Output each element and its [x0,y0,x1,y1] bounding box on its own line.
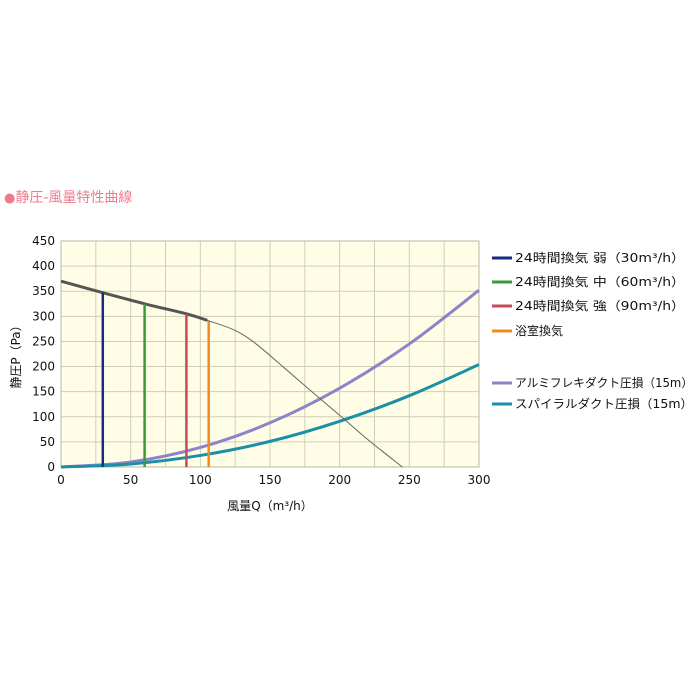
x-tick-label: 250 [398,473,421,487]
curves [60,279,480,469]
y-tick-label: 150 [32,385,55,399]
chart-title: 静圧-風量特性曲線 [15,190,133,206]
legend-label-bath: 浴室換気 [515,323,563,338]
chart-heading: ●静圧-風量特性曲線 [4,187,132,207]
y-tick-label: 350 [32,284,55,298]
y-tick-label: 50 [40,435,55,449]
x-tick-label: 0 [57,473,65,487]
legend-label-spiral-duct: スパイラルダクト圧損（15m） [515,396,693,411]
legend: 24時間換気 弱（30m³/h） 24時間換気 中（60m³/h） 24時間換気 強… [492,250,693,411]
y-axis-label: 静圧P（Pa） [9,319,23,388]
y-tick-label: 100 [32,410,55,424]
legend-label-aluminum-duct: アルミフレキダクト圧損（15m） [515,375,693,390]
y-tick-label: 200 [32,360,55,374]
tick-labels: 0 50 100 150 200 250 300 0 50 100 150 200 250 300 350 4… [32,234,490,487]
y-tick-label: 450 [32,234,55,248]
y-tick-label: 400 [32,259,55,273]
legend-label-weak: 24時間換気 弱（30m³/h） [515,250,685,265]
legend-label-strong: 24時間換気 強（90m³/h） [515,298,685,313]
series-aluminum-duct [60,289,480,469]
x-axis-label: 風量Q（m³/h） [227,499,313,513]
y-tick-label: 0 [47,460,55,474]
grid [60,240,480,468]
x-tick-label: 300 [468,473,491,487]
x-tick-label: 200 [328,473,351,487]
y-tick-label: 250 [32,334,55,348]
x-tick-label: 150 [259,473,282,487]
legend-label-medium: 24時間換気 中（60m³/h） [515,274,685,289]
x-tick-label: 50 [123,473,138,487]
y-tick-label: 300 [32,309,55,323]
series-spiral-duct [60,363,480,469]
bullet-dot: ● [4,191,16,206]
x-tick-label: 100 [189,473,212,487]
plot-border [60,240,480,468]
